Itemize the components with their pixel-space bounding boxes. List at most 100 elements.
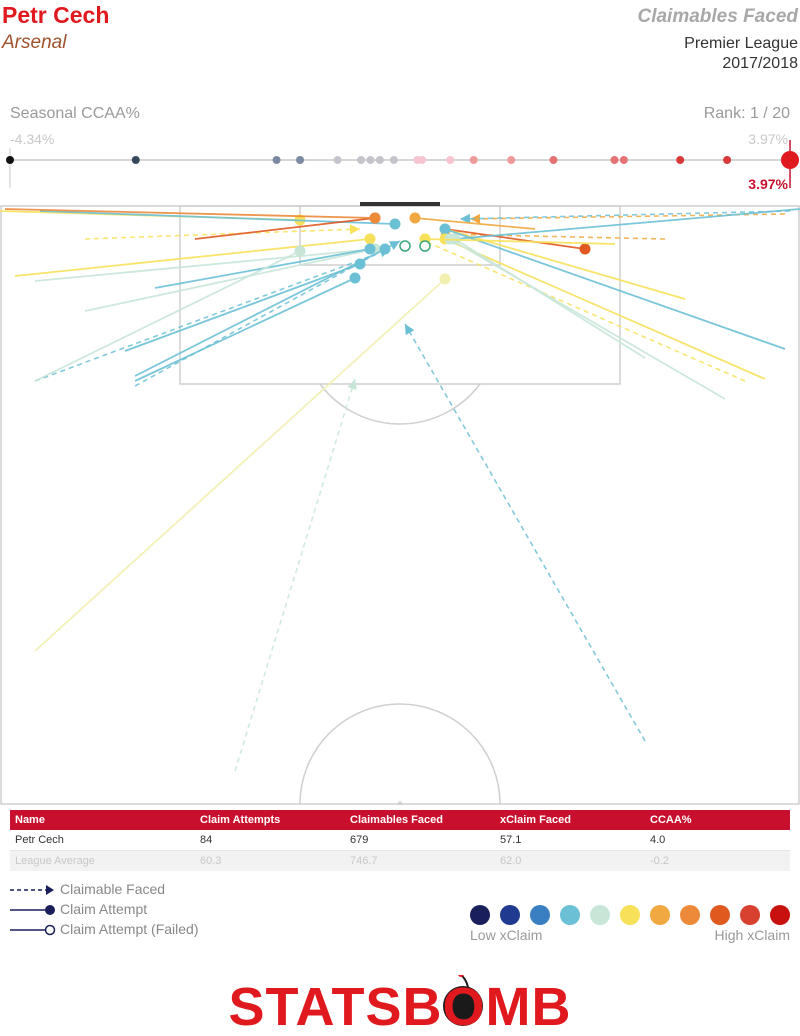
scale-dot <box>6 156 14 164</box>
player-name: Petr Cech <box>2 2 110 28</box>
claimable-faced-line <box>84 228 361 240</box>
claim-attempt-failed-dot <box>399 240 411 252</box>
xclaim-color-swatch <box>530 905 550 925</box>
goal <box>360 202 440 206</box>
claimable-faced-arrow <box>460 213 471 224</box>
scale-dot <box>610 156 619 164</box>
pitch-outline <box>0 205 800 805</box>
centre-spot <box>397 801 403 805</box>
logo-text: STATSBOMB <box>229 977 572 1035</box>
table-header-row: Name Claim Attempts Claimables Faced xCl… <box>10 810 790 830</box>
claim-attempt-line <box>444 238 766 380</box>
claimable-faced-line <box>34 248 391 382</box>
claim-attempt-line <box>34 278 446 652</box>
competition-name: Premier League <box>684 35 798 52</box>
avg-claim-attempts: 60.3 <box>195 850 345 871</box>
claim-attempt-line <box>34 248 376 282</box>
team-name: Arsenal <box>2 32 67 53</box>
scale-dot-highlight <box>781 151 799 169</box>
cell-name: Petr Cech <box>10 830 195 851</box>
claimable-faced-line <box>439 233 666 240</box>
legend-attempt-label: Claim Attempt <box>60 901 148 917</box>
avg-name: League Average <box>10 850 195 871</box>
xclaim-color-swatch <box>470 905 490 925</box>
scale-dot <box>389 156 398 164</box>
scale-min-label: -4.34% <box>10 131 55 147</box>
xclaim-color-swatch <box>680 905 700 925</box>
xclaim-color-swatch <box>770 905 790 925</box>
claimable-faced-arrow <box>349 224 360 235</box>
rank-label: Rank: 1 / 20 <box>703 105 790 122</box>
claim-attempt-dot <box>439 273 451 285</box>
legend-attempt-dot-icon <box>45 905 55 915</box>
xclaim-high-label: High xClaim <box>714 927 790 943</box>
scale-max-label: 3.97% <box>748 131 788 147</box>
claim-attempt-dot <box>579 243 591 255</box>
claim-attempt-failed-dot <box>419 240 431 252</box>
claim-attempt-line <box>134 277 356 382</box>
scale-dot <box>469 156 478 164</box>
claim-attempt-dot <box>389 218 401 230</box>
claim-attempt-dot <box>294 245 306 257</box>
legend-failed-label: Claim Attempt (Failed) <box>60 921 199 937</box>
claim-attempt-line <box>194 217 376 240</box>
legend-faced-label: Claimable Faced <box>60 881 166 897</box>
xclaim-color-swatch <box>590 905 610 925</box>
legend-symbols <box>10 885 56 936</box>
scale-dot <box>619 156 628 164</box>
claim-attempt-line <box>84 248 376 312</box>
cell-xclaim-faced: 57.1 <box>495 830 645 851</box>
claim-attempt-line <box>454 208 800 240</box>
claim-attempt-dot <box>409 212 421 224</box>
scale-dot <box>446 156 455 164</box>
claim-attempt-line <box>444 228 686 300</box>
xclaim-low-label: Low xClaim <box>470 927 543 943</box>
xclaim-color-swatch <box>620 905 640 925</box>
col-name: Name <box>10 810 195 830</box>
cell-claimables-faced: 679 <box>345 830 495 851</box>
claimable-faced-line <box>459 210 791 220</box>
stats-table: Name Claim Attempts Claimables Faced xCl… <box>10 810 790 871</box>
col-xclaim-faced: xClaim Faced <box>495 810 645 830</box>
scale-dot <box>296 156 305 164</box>
claim-attempt-line <box>444 228 786 350</box>
scale-dot <box>507 156 516 164</box>
table-row: Petr Cech 84 679 57.1 4.0 <box>10 830 790 851</box>
legend-faced-arrow-icon <box>46 885 54 895</box>
scale-dot <box>549 156 558 164</box>
chart-title: Claimables Faced <box>637 6 798 27</box>
claim-attempt-line <box>14 238 371 277</box>
avg-claimables-faced: 746.7 <box>345 850 495 871</box>
centre-circle <box>299 703 501 805</box>
scale-label: Seasonal CCAA% <box>10 105 140 122</box>
claim-attempt-dot <box>364 233 376 245</box>
claim-attempt-dot <box>379 243 391 255</box>
claimable-faced-arrow <box>405 324 415 336</box>
xclaim-color-swatch <box>710 905 730 925</box>
scale-dot <box>418 156 427 164</box>
col-claimables-faced: Claimables Faced <box>345 810 495 830</box>
pitch <box>0 202 800 805</box>
cell-claim-attempts: 84 <box>195 830 345 851</box>
claim-attempt-dot <box>369 212 381 224</box>
scale-dot <box>333 156 342 164</box>
claimable-faced-line <box>419 238 746 382</box>
claim-attempt-line <box>134 248 386 377</box>
statsbomb-logo: STATSBOMB <box>229 975 572 1035</box>
scale-dot <box>272 156 281 164</box>
scale-dot <box>131 156 140 164</box>
penalty-arc <box>319 383 481 425</box>
cell-ccaa: 4.0 <box>645 830 790 851</box>
scale-dot <box>723 156 732 164</box>
claimable-faced-arrow <box>388 241 400 251</box>
col-claim-attempts: Claim Attempts <box>195 810 345 830</box>
claimable-faced-line <box>469 213 786 220</box>
claim-attempt-line <box>444 228 586 250</box>
claim-attempt-line <box>124 263 361 352</box>
scale-value-label: 3.97% <box>748 176 788 192</box>
avg-ccaa: -0.2 <box>645 850 790 871</box>
scale-dot <box>357 156 366 164</box>
scale-dot <box>676 156 685 164</box>
claim-attempt-line <box>414 217 536 230</box>
xclaim-color-swatch <box>500 905 520 925</box>
